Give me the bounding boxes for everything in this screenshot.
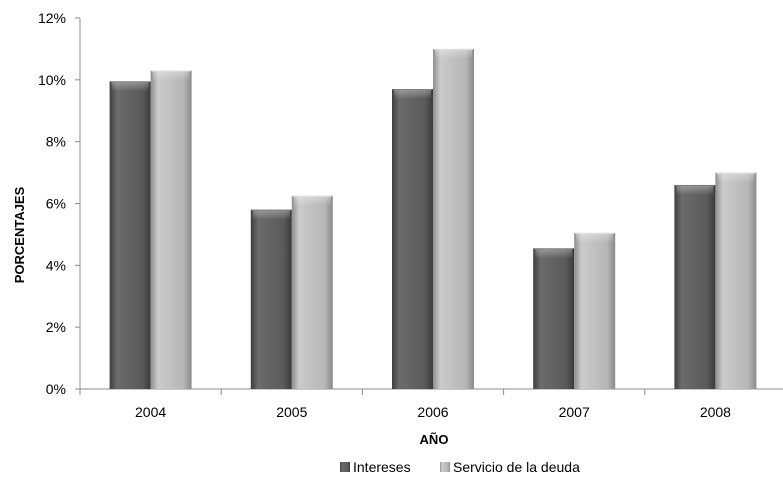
x-axis-title: AÑO [420, 432, 449, 447]
y-tick-label: 8% [46, 134, 66, 150]
y-tick-label: 4% [46, 257, 66, 273]
bar-intereses-2005 [250, 209, 292, 389]
bar-servicio-de-la-deuda-2004 [150, 70, 192, 389]
bar-intereses-2008 [674, 184, 716, 389]
legend-label: Servicio de la deuda [453, 459, 580, 475]
bar-servicio-de-la-deuda-2006 [433, 48, 474, 390]
y-axis-title: PORCENTAJES [12, 186, 27, 283]
axes [75, 17, 783, 395]
bar-servicio-de-la-deuda-2005 [291, 195, 333, 389]
bar-servicio-de-la-deuda-2008 [715, 172, 757, 389]
bar-intereses-2004 [109, 81, 151, 390]
legend-label: Intereses [353, 459, 411, 475]
bar-servicio-de-la-deuda-2007 [574, 232, 616, 389]
y-tick-label: 10% [38, 72, 66, 88]
bars-group [109, 48, 757, 390]
y-tick-label: 0% [46, 381, 66, 397]
legend-item-servicio-de-la-deuda: Servicio de la deuda [440, 459, 580, 475]
legend: Intereses Servicio de la deuda [340, 459, 580, 475]
y-tick-labels: 0% 2% 4% 6% 8% 10% 12% [38, 10, 66, 397]
legend-swatch [440, 462, 450, 472]
x-tick-labels: 2004 2005 2006 2007 2008 [135, 404, 731, 420]
y-tick-label: 6% [46, 196, 66, 212]
legend-swatch [340, 462, 350, 472]
y-tick-label: 12% [38, 10, 66, 26]
x-tick-label: 2008 [700, 404, 731, 420]
bar-intereses-2006 [392, 89, 433, 389]
x-tick-label: 2006 [417, 404, 448, 420]
y-tick-label: 2% [46, 319, 66, 335]
legend-item-intereses: Intereses [340, 459, 411, 475]
bar-intereses-2007 [533, 248, 575, 389]
x-tick-label: 2007 [559, 404, 590, 420]
x-tick-label: 2005 [276, 404, 307, 420]
x-tick-label: 2004 [135, 404, 166, 420]
